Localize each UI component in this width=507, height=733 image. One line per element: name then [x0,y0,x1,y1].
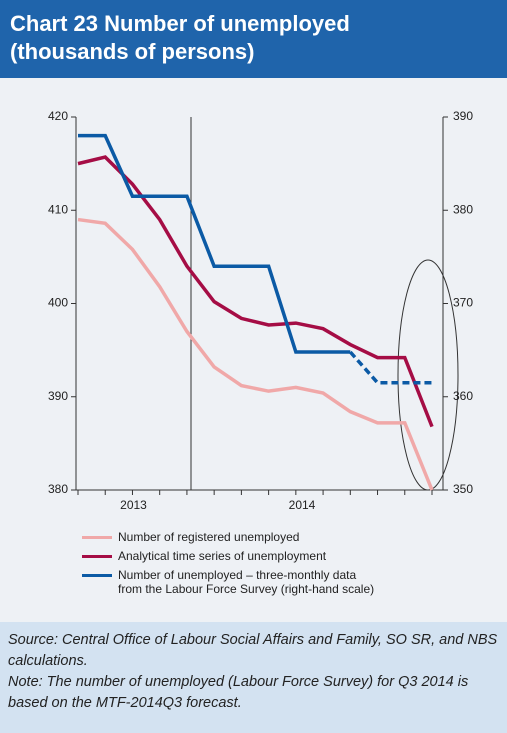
y2-tick-label: 380 [453,202,473,216]
legend-label: Number of registered unemployed [118,530,300,544]
y2-tick-label: 390 [453,109,473,123]
y2-tick-label: 370 [453,296,473,310]
legend-swatch [82,555,112,558]
legend-item: Number of unemployed – three-monthly dat… [80,568,380,596]
y-tick-label: 400 [48,296,68,310]
legend-label: Number of unemployed – three-monthly dat… [118,568,375,596]
y-tick-label: 410 [48,202,68,216]
x-group-label: 2013 [120,498,147,512]
header: Chart 23 Number of unemployed (thousands… [0,0,507,78]
y-tick-label: 390 [48,389,68,403]
legend: Number of registered unemployed Analytica… [80,530,380,601]
legend-swatch [82,536,112,539]
legend-swatch [82,574,112,577]
series-line-forecast [348,350,432,385]
series-line [78,133,351,354]
y-tick-label: 380 [48,482,68,496]
plot-background [0,78,507,518]
series-line [77,155,434,428]
note: Note: The number of unemployed (Labour F… [8,674,469,711]
y2-tick-label: 350 [453,482,473,496]
highlight-ellipse [397,259,459,491]
legend-item: Number of registered unemployed [80,530,380,544]
x-group-label: 2014 [289,498,316,512]
chart: 380 390 400 410 420 350 360 370 380 390 2013 2014 [0,78,507,518]
y-tick-label: 420 [48,109,68,123]
legend-item: Analytical time series of unemployment [80,549,380,563]
legend-label: Analytical time series of unemployment [118,549,327,563]
footer: Source: Central Office of Labour Social … [0,622,507,733]
series-line [77,217,434,491]
source: Source: Central Office of Labour Social … [8,632,498,669]
chart-title: Chart 23 Number of unemployed (thousands… [10,11,350,64]
y2-tick-label: 360 [453,389,473,403]
